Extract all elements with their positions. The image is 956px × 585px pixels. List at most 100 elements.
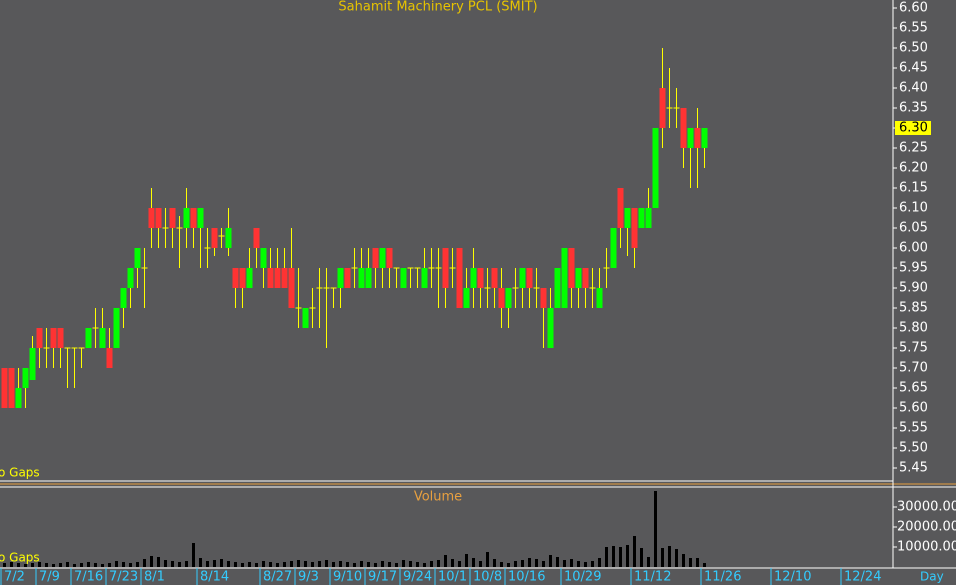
volume-bar: [472, 558, 475, 567]
volume-bar: [297, 560, 300, 567]
candle-body: [701, 128, 708, 148]
volume-bar: [192, 543, 195, 567]
candle-body: [260, 248, 267, 268]
volume-bar: [521, 560, 524, 567]
candle-body: [680, 108, 687, 148]
y-tick-label: 5.70: [899, 361, 928, 376]
volume-bar: [115, 561, 118, 567]
volume-bar: [269, 562, 272, 567]
volume-bar: [24, 564, 27, 567]
volume-bar: [143, 559, 146, 567]
x-tick-label: 11/26: [704, 570, 741, 585]
candle-body: [596, 288, 603, 308]
y-tick-label: 5.75: [899, 341, 928, 356]
y-tick-label: 6.40: [899, 81, 928, 96]
candle-body: [400, 268, 407, 288]
candle-body: [442, 248, 449, 288]
candle-body: [8, 368, 15, 408]
candle-body: [50, 328, 57, 348]
volume-bar: [696, 558, 699, 567]
candle-body: [281, 268, 288, 288]
volume-bar: [171, 561, 174, 567]
volume-bar: [563, 560, 566, 567]
candle-body: [456, 248, 463, 308]
volume-bar: [94, 563, 97, 567]
volume-bar: [185, 561, 188, 567]
candle-body: [120, 288, 127, 308]
x-tick-label: 12/24: [844, 570, 881, 585]
candle-body: [358, 268, 365, 288]
last-price-label: 6.30: [899, 121, 928, 136]
volume-bar: [633, 536, 636, 567]
volume-bar: [241, 563, 244, 567]
volume-bar: [339, 561, 342, 567]
candle-body: [22, 368, 29, 388]
candle-body: [694, 128, 701, 148]
candle-body: [1, 368, 8, 408]
volume-bar: [73, 564, 76, 567]
volume-bar: [416, 562, 419, 567]
candle-body: [211, 228, 218, 248]
candle-body: [659, 88, 666, 128]
candle-body: [267, 268, 274, 288]
volume-bar: [689, 558, 692, 567]
y-tick-label: 5.45: [899, 461, 928, 476]
volume-bar: [136, 562, 139, 567]
candle-body: [624, 208, 631, 228]
y-tick-label: 6.10: [899, 201, 928, 216]
candle-body: [337, 268, 344, 288]
volume-bar: [353, 563, 356, 567]
volume-bar: [430, 561, 433, 567]
volume-bar: [668, 546, 671, 567]
y-tick-label: 6.15: [899, 181, 928, 196]
volume-bar: [703, 563, 706, 567]
volume-bar: [423, 563, 426, 567]
candle-body: [106, 348, 113, 368]
candle-body: [463, 288, 470, 308]
candle-body: [687, 128, 694, 148]
candle-body: [36, 328, 43, 348]
volume-bar: [87, 562, 90, 567]
volume-bar: [458, 561, 461, 567]
candle-body: [519, 268, 526, 288]
y-tick-label: 6.20: [899, 161, 928, 176]
y-tick-label: 6.05: [899, 221, 928, 236]
candle-body: [645, 208, 652, 228]
volume-bar: [150, 556, 153, 567]
volume-bar: [598, 558, 601, 567]
volume-bar: [59, 563, 62, 567]
x-tick-label: 10/16: [508, 570, 545, 585]
candle-body: [505, 288, 512, 308]
volume-bar: [318, 561, 321, 567]
candle-body: [155, 208, 162, 228]
candle-body: [197, 208, 204, 228]
volume-bar: [199, 558, 202, 567]
y-tick-label: 6.25: [899, 141, 928, 156]
x-tick-label: 8/1: [144, 570, 165, 585]
volume-bar: [388, 562, 391, 567]
y-tick-label: 5.50: [899, 441, 928, 456]
volume-bar: [80, 563, 83, 567]
candle-body: [344, 268, 351, 288]
candle-body: [652, 128, 659, 208]
volume-bar: [17, 563, 20, 567]
candle-body: [372, 248, 379, 268]
volume-bar: [283, 562, 286, 567]
candle-body: [246, 268, 253, 288]
volume-bar: [514, 561, 517, 567]
volume-bar: [367, 562, 370, 567]
volume-bar: [10, 562, 13, 567]
x-tick-label: 11/12: [634, 570, 671, 585]
volume-bar: [640, 548, 643, 567]
last-price-box: [895, 121, 931, 135]
x-tick-label: 8/27: [263, 570, 292, 585]
candle-body: [421, 268, 428, 288]
volume-bar: [451, 559, 454, 567]
volume-bar: [591, 561, 594, 567]
volume-bar: [157, 557, 160, 567]
y-tick-label: 5.65: [899, 381, 928, 396]
gaps-note: o Gaps: [0, 466, 40, 480]
candle-body: [638, 208, 645, 228]
candle-body: [365, 268, 372, 288]
